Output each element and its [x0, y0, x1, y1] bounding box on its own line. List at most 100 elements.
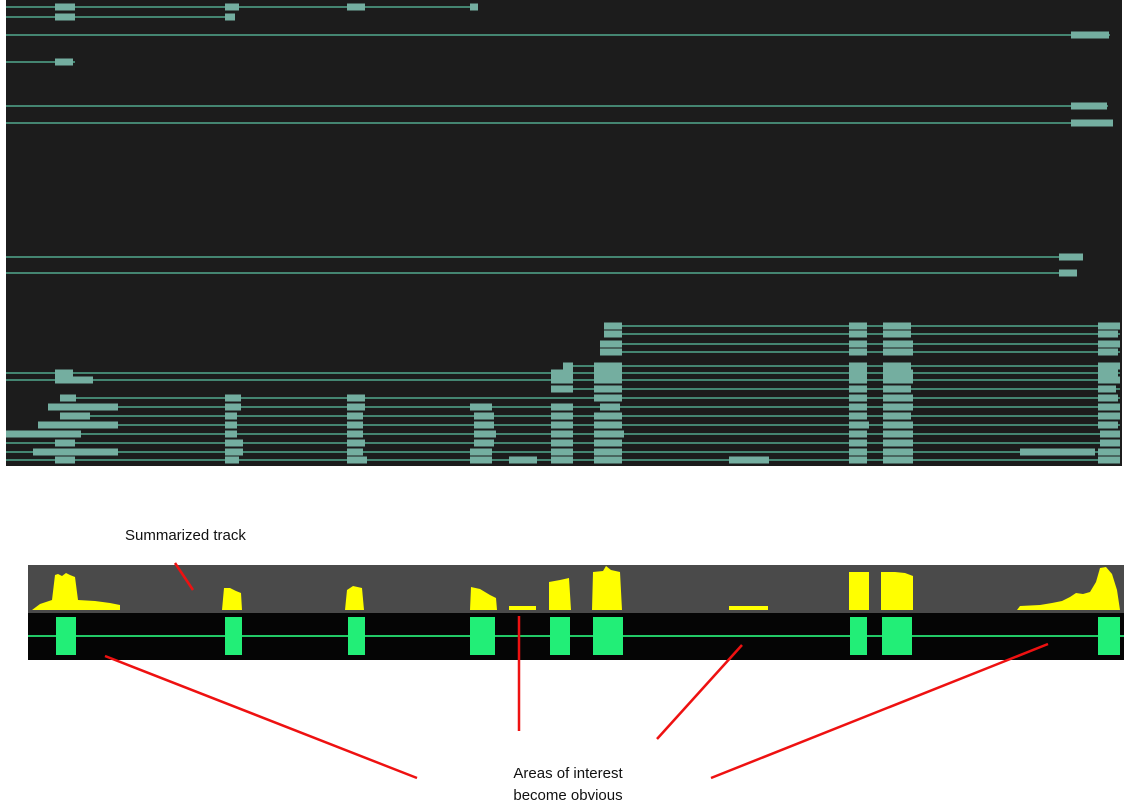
- read-block: [470, 448, 492, 456]
- read-block: [849, 322, 867, 330]
- read-block: [474, 439, 494, 447]
- coverage-peak: [1017, 567, 1120, 610]
- read-block: [551, 439, 573, 447]
- read-row: [6, 369, 1120, 377]
- read-block: [883, 421, 913, 429]
- gene-exons: [56, 617, 1120, 655]
- read-block: [225, 421, 237, 429]
- summarized-track-label: Summarized track: [125, 527, 246, 544]
- read-block: [551, 403, 573, 411]
- read-block: [1100, 430, 1120, 438]
- coverage-peak: [222, 588, 242, 610]
- read-block: [225, 448, 243, 456]
- read-block: [347, 3, 365, 11]
- read-block: [551, 376, 573, 384]
- read-block: [594, 456, 622, 464]
- read-block: [594, 421, 622, 429]
- read-block: [849, 412, 867, 420]
- callout-line-right: [710, 642, 1049, 780]
- read-block: [551, 448, 573, 456]
- read-block: [470, 456, 492, 464]
- read-block: [1059, 253, 1083, 261]
- read-block: [849, 376, 867, 384]
- read-row: [6, 102, 1108, 110]
- read-block: [849, 385, 867, 393]
- gene-exon: [882, 617, 912, 655]
- coverage-peak: [509, 606, 536, 610]
- read-row: [6, 430, 1120, 438]
- areas-of-interest-label-line1: Areas of interest: [513, 765, 623, 782]
- read-rows: [6, 3, 1120, 464]
- coverage-peak: [849, 572, 869, 610]
- read-block: [594, 362, 622, 370]
- read-block: [1098, 394, 1118, 402]
- read-block: [551, 456, 573, 464]
- coverage-peak: [345, 586, 364, 610]
- read-block: [1098, 362, 1120, 370]
- read-block: [33, 448, 118, 456]
- read-block: [563, 362, 573, 370]
- summarized-track-pointer: [173, 562, 195, 591]
- coverage-peaks: [32, 566, 1120, 610]
- read-block: [347, 439, 365, 447]
- gene-exon: [850, 617, 867, 655]
- read-block: [55, 456, 75, 464]
- read-row: [6, 456, 1120, 464]
- read-block: [849, 421, 869, 429]
- read-panel-background: [6, 0, 1122, 466]
- read-row: [38, 421, 1120, 429]
- read-block: [1098, 448, 1120, 456]
- read-row: [6, 3, 478, 11]
- read-block: [883, 376, 913, 384]
- read-block: [347, 403, 365, 411]
- read-row: [6, 439, 1120, 447]
- read-block: [594, 394, 622, 402]
- read-block: [1098, 369, 1118, 377]
- read-block: [6, 430, 81, 438]
- read-block: [474, 421, 494, 429]
- read-block: [1098, 412, 1120, 420]
- coverage-peak: [881, 572, 913, 610]
- read-block: [604, 330, 622, 338]
- read-block: [604, 322, 622, 330]
- read-block: [474, 412, 494, 420]
- read-block: [551, 421, 573, 429]
- read-block: [600, 403, 620, 411]
- read-block: [883, 362, 911, 370]
- read-block: [600, 340, 622, 348]
- read-block: [883, 403, 913, 411]
- gene-exon: [1098, 617, 1120, 655]
- read-block: [1098, 456, 1120, 464]
- read-block: [225, 3, 239, 11]
- read-row: [6, 376, 1120, 384]
- read-row: [604, 330, 1120, 338]
- read-block: [729, 456, 769, 464]
- read-block: [883, 394, 913, 402]
- read-block: [225, 439, 243, 447]
- read-block: [347, 421, 363, 429]
- read-block: [883, 348, 913, 356]
- read-block: [55, 13, 75, 21]
- read-block: [849, 448, 867, 456]
- read-block: [225, 430, 237, 438]
- read-block: [38, 421, 118, 429]
- read-block: [225, 456, 239, 464]
- areas-of-interest-label-line2: become obvious: [513, 787, 622, 804]
- read-block: [1098, 330, 1118, 338]
- gene-exon: [470, 617, 495, 655]
- read-block: [1098, 348, 1118, 356]
- read-row: [6, 269, 1077, 277]
- read-block: [1020, 448, 1095, 456]
- read-block: [849, 456, 867, 464]
- read-block: [347, 412, 363, 420]
- read-block: [883, 369, 913, 377]
- read-block: [883, 439, 913, 447]
- read-row: [600, 340, 1120, 348]
- read-block: [55, 369, 73, 377]
- read-block: [1071, 31, 1109, 39]
- coverage-peak: [549, 578, 571, 610]
- read-block: [55, 3, 75, 11]
- read-block: [1098, 421, 1118, 429]
- read-block: [60, 394, 76, 402]
